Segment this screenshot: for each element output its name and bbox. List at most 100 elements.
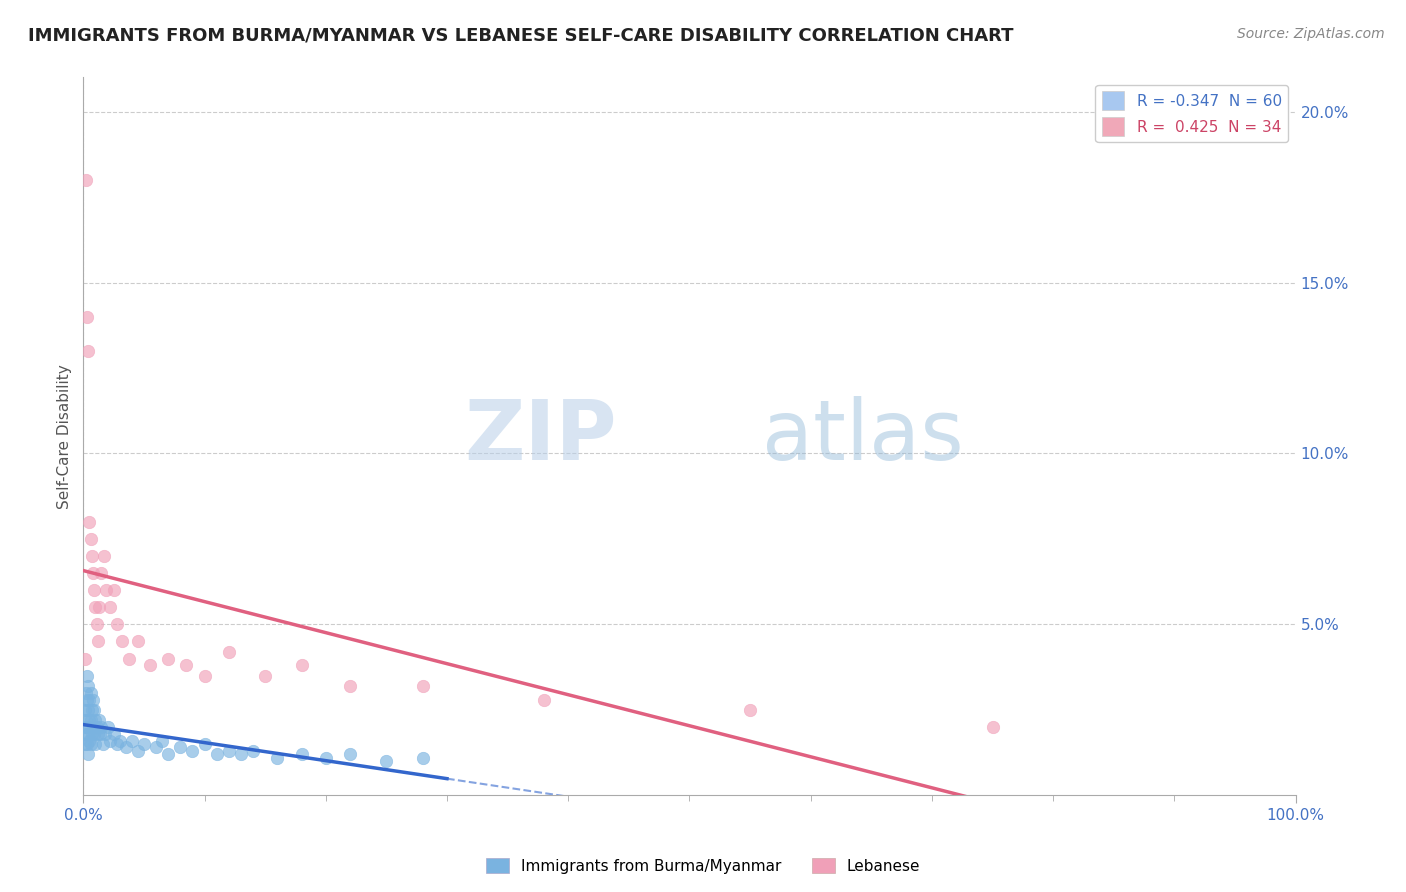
Point <box>84 600 107 615</box>
Point <box>103 583 125 598</box>
Point <box>82 692 104 706</box>
Point <box>82 720 104 734</box>
Point <box>105 617 128 632</box>
Point <box>80 727 103 741</box>
Point <box>132 737 155 751</box>
Point <box>73 703 96 717</box>
Text: ZIP: ZIP <box>464 396 617 477</box>
Point <box>290 747 312 762</box>
Y-axis label: Self-Care Disability: Self-Care Disability <box>58 364 72 508</box>
Point <box>73 720 96 734</box>
Point <box>111 634 134 648</box>
Point <box>87 727 110 741</box>
Text: IMMIGRANTS FROM BURMA/MYANMAR VS LEBANESE SELF-CARE DISABILITY CORRELATION CHART: IMMIGRANTS FROM BURMA/MYANMAR VS LEBANES… <box>28 27 1014 45</box>
Point <box>82 566 104 580</box>
Point <box>98 733 121 747</box>
Point <box>218 744 240 758</box>
Point <box>121 733 143 747</box>
Point <box>157 651 180 665</box>
Point <box>103 727 125 741</box>
Point <box>77 679 100 693</box>
Point <box>77 343 100 358</box>
Point <box>114 740 136 755</box>
Point <box>181 744 204 758</box>
Point <box>79 713 101 727</box>
Point <box>76 668 98 682</box>
Point <box>77 747 100 762</box>
Point <box>290 658 312 673</box>
Point <box>193 737 215 751</box>
Point <box>533 692 555 706</box>
Point <box>139 658 162 673</box>
Point <box>87 713 110 727</box>
Point <box>75 713 97 727</box>
Point <box>315 750 337 764</box>
Point <box>84 713 107 727</box>
Point <box>75 727 97 741</box>
Legend: R = -0.347  N = 60, R =  0.425  N = 34: R = -0.347 N = 60, R = 0.425 N = 34 <box>1095 85 1288 142</box>
Point <box>339 747 361 762</box>
Point <box>193 668 215 682</box>
Point <box>169 740 191 755</box>
Point <box>108 733 131 747</box>
Point <box>98 600 121 615</box>
Point <box>93 549 115 563</box>
Point <box>83 703 105 717</box>
Point <box>77 703 100 717</box>
Point <box>738 703 761 717</box>
Point <box>218 645 240 659</box>
Point <box>79 737 101 751</box>
Point <box>76 737 98 751</box>
Point <box>105 737 128 751</box>
Point <box>80 703 103 717</box>
Text: atlas: atlas <box>762 396 965 477</box>
Point <box>145 740 167 755</box>
Point <box>266 750 288 764</box>
Point <box>981 720 1004 734</box>
Point <box>127 744 149 758</box>
Point <box>83 727 105 741</box>
Point <box>89 727 111 741</box>
Point <box>127 634 149 648</box>
Point <box>242 744 264 758</box>
Point <box>157 747 180 762</box>
Point <box>91 737 114 751</box>
Point <box>229 747 252 762</box>
Point <box>150 733 173 747</box>
Point <box>73 737 96 751</box>
Point <box>80 549 103 563</box>
Point <box>86 720 108 734</box>
Point <box>76 310 98 324</box>
Point <box>79 515 101 529</box>
Point <box>375 754 398 768</box>
Point <box>84 737 107 751</box>
Point <box>87 600 110 615</box>
Text: Source: ZipAtlas.com: Source: ZipAtlas.com <box>1237 27 1385 41</box>
Point <box>79 713 101 727</box>
Point <box>76 720 98 734</box>
Point <box>76 692 98 706</box>
Point <box>87 634 110 648</box>
Point <box>75 686 97 700</box>
Point <box>77 727 100 741</box>
Point <box>96 583 118 598</box>
Point <box>86 617 108 632</box>
Point <box>83 583 105 598</box>
Point <box>90 566 112 580</box>
Legend: Immigrants from Burma/Myanmar, Lebanese: Immigrants from Burma/Myanmar, Lebanese <box>479 852 927 880</box>
Point <box>73 651 96 665</box>
Point <box>205 747 228 762</box>
Point <box>176 658 198 673</box>
Point <box>79 733 101 747</box>
Point <box>118 651 141 665</box>
Point <box>79 532 101 546</box>
Point <box>75 173 97 187</box>
Point <box>90 720 112 734</box>
Point <box>79 686 101 700</box>
Point <box>412 750 434 764</box>
Point <box>94 727 117 741</box>
Point <box>79 692 101 706</box>
Point <box>254 668 277 682</box>
Point <box>412 679 434 693</box>
Point <box>96 720 118 734</box>
